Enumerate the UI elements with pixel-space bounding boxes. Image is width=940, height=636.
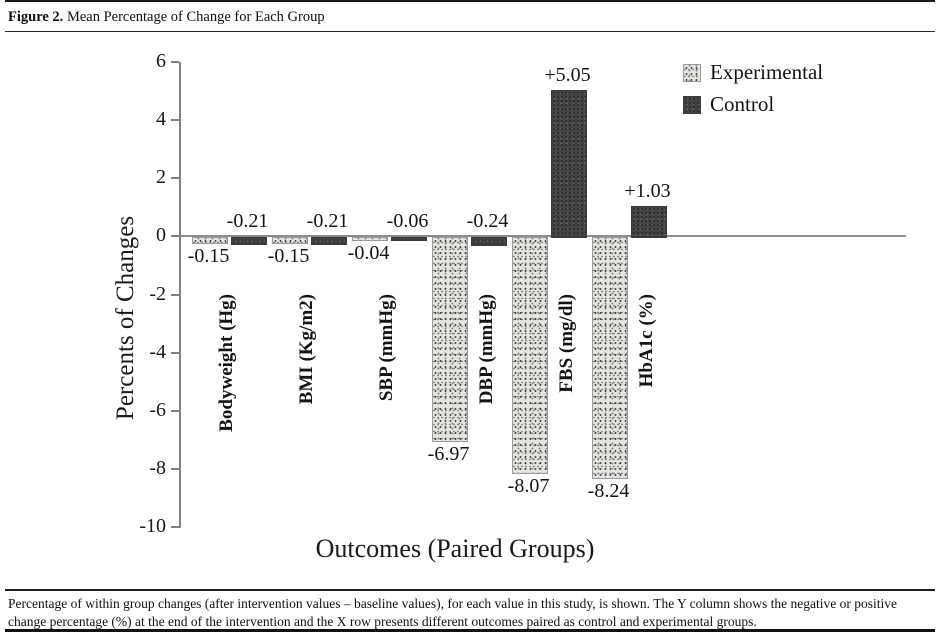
caption-rule xyxy=(5,589,935,591)
y-tick-label: 6 xyxy=(156,50,166,72)
y-tick-mark xyxy=(171,351,179,354)
bottom-rule xyxy=(5,629,935,632)
top-rule xyxy=(5,0,935,2)
bar-value-label: -0.06 xyxy=(386,210,429,233)
figure-caption: Percentage of within group changes (afte… xyxy=(8,596,898,629)
legend-swatch-control xyxy=(683,95,701,114)
y-tick-label: 0 xyxy=(156,224,166,247)
category-label: DBP (mmHg) xyxy=(475,294,497,405)
bar-experimental xyxy=(191,237,228,244)
y-tick-label: -4 xyxy=(149,340,166,363)
y-tick-label: 4 xyxy=(156,108,166,131)
bar-control xyxy=(230,237,267,246)
y-tick-label: -8 xyxy=(149,456,166,479)
y-tick-mark xyxy=(171,61,179,63)
figure-title: Mean Percentage of Change for Each Group xyxy=(66,9,325,25)
y-tick-mark xyxy=(171,177,179,180)
y-axis-line xyxy=(179,62,181,528)
bar-experimental xyxy=(271,237,308,244)
y-tick-mark xyxy=(171,235,179,238)
bar-control xyxy=(390,237,427,242)
category-label: BMI (Kg/m2) xyxy=(296,294,317,405)
bar-value-label: +5.05 xyxy=(544,63,591,86)
y-tick-label: -10 xyxy=(139,515,166,537)
bar-control xyxy=(470,237,507,247)
bar-value-label: -6.97 xyxy=(427,442,470,465)
y-tick-mark xyxy=(171,409,179,412)
y-tick-label: -6 xyxy=(149,398,166,421)
category-label: SBP (mmHg) xyxy=(376,294,397,402)
bar-control xyxy=(550,89,587,239)
header-rule xyxy=(5,31,935,32)
x-axis-label: Outcomes (Paired Groups) xyxy=(315,534,595,563)
y-tick-mark xyxy=(171,526,179,528)
bar-value-label: -0.15 xyxy=(187,244,230,267)
bar-value-label: -0.15 xyxy=(267,244,310,267)
y-tick-label: -2 xyxy=(149,282,166,305)
zero-axis-line xyxy=(180,235,906,238)
legend: Experimental Control xyxy=(683,60,823,124)
legend-swatch-experimental xyxy=(683,63,701,82)
category-label: HbA1c (%) xyxy=(635,294,657,388)
bar-value-label: -0.21 xyxy=(226,210,269,233)
bar-control xyxy=(630,206,667,239)
y-tick-mark xyxy=(171,467,179,470)
bar-value-label: -0.04 xyxy=(347,241,390,264)
bar-experimental xyxy=(431,237,468,442)
bar-chart: Percents of Changes Outcomes (Paired Gro… xyxy=(112,50,906,563)
bar-value-label: -0.24 xyxy=(466,210,509,233)
bar-value-label: +1.03 xyxy=(624,180,671,203)
bar-value-label: -8.24 xyxy=(587,479,630,502)
bar-value-label: -0.21 xyxy=(306,210,349,233)
bar-experimental xyxy=(591,237,628,479)
bar-value-label: -8.07 xyxy=(507,474,550,497)
category-label: Bodyweight (Hg) xyxy=(216,294,237,433)
legend-item: Experimental xyxy=(683,60,823,85)
y-tick-mark xyxy=(171,293,179,296)
y-tick-label: 2 xyxy=(156,166,166,189)
legend-label: Control xyxy=(710,92,775,116)
legend-label: Experimental xyxy=(710,60,824,84)
bar-control xyxy=(310,237,347,246)
bar-experimental xyxy=(511,237,548,474)
y-tick-mark xyxy=(171,119,179,122)
legend-item: Control xyxy=(683,92,823,117)
figure-header: Figure 2. Mean Percentage of Change for … xyxy=(8,9,325,26)
bar-experimental xyxy=(351,237,388,241)
category-label: FBS (mg/dl) xyxy=(555,294,577,394)
figure-label: Figure 2. xyxy=(8,9,64,25)
